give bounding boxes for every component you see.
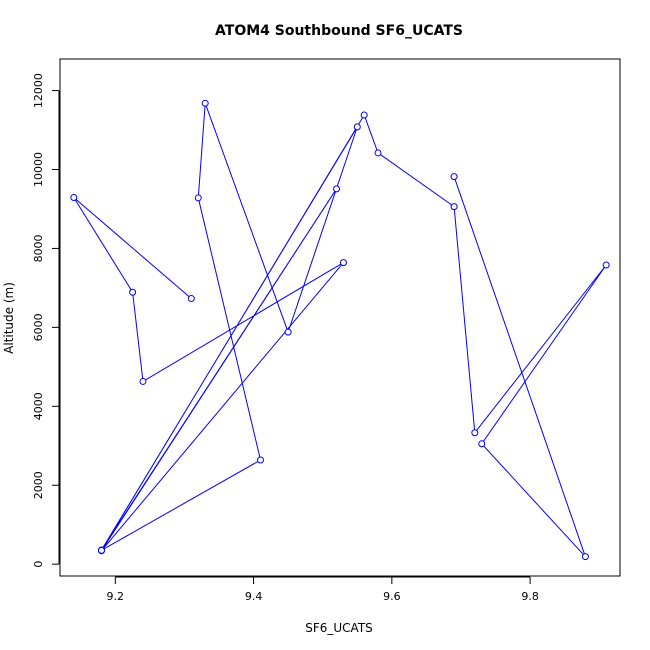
data-point: [602, 261, 610, 269]
x-tick-label: 9.8: [521, 590, 539, 603]
data-point: [339, 259, 347, 267]
plot-area: [70, 99, 610, 561]
data-point: [129, 288, 137, 296]
data-point: [194, 194, 202, 202]
data-point: [450, 203, 458, 211]
data-point: [353, 123, 361, 131]
x-tick-label: 9.4: [245, 590, 263, 603]
chart-title: ATOM4 Southbound SF6_UCATS: [215, 23, 463, 39]
data-point: [256, 456, 264, 464]
data-point: [201, 99, 209, 107]
y-tick-label: 8000: [32, 234, 45, 262]
x-tick-label: 9.6: [383, 590, 401, 603]
y-axis-label: Altitude (m): [2, 282, 16, 354]
y-tick-label: 6000: [32, 313, 45, 341]
plot-frame: [59, 58, 621, 577]
series-line: [73, 103, 607, 558]
x-axis-label: SF6_UCATS: [305, 621, 373, 635]
data-point: [374, 149, 382, 157]
y-axis: 0 2000 4000 6000 8000 10000 12000: [32, 73, 60, 568]
data-point: [360, 111, 368, 119]
y-tick-label: 10000: [32, 152, 45, 187]
data-point: [581, 553, 589, 561]
data-point: [333, 185, 341, 193]
data-point: [478, 440, 486, 448]
x-tick-label: 9.2: [107, 590, 125, 603]
y-tick-label: 4000: [32, 392, 45, 420]
y-tick-label: 12000: [32, 73, 45, 108]
data-point: [450, 173, 458, 181]
y-tick-label: 0: [32, 561, 45, 568]
data-point: [139, 377, 147, 385]
x-axis: 9.2 9.4 9.6 9.8: [107, 576, 539, 603]
data-point: [97, 546, 105, 554]
data-point: [471, 429, 479, 437]
data-point: [70, 194, 78, 202]
y-tick-label: 2000: [32, 471, 45, 499]
data-point: [187, 295, 195, 303]
data-point: [284, 328, 292, 336]
